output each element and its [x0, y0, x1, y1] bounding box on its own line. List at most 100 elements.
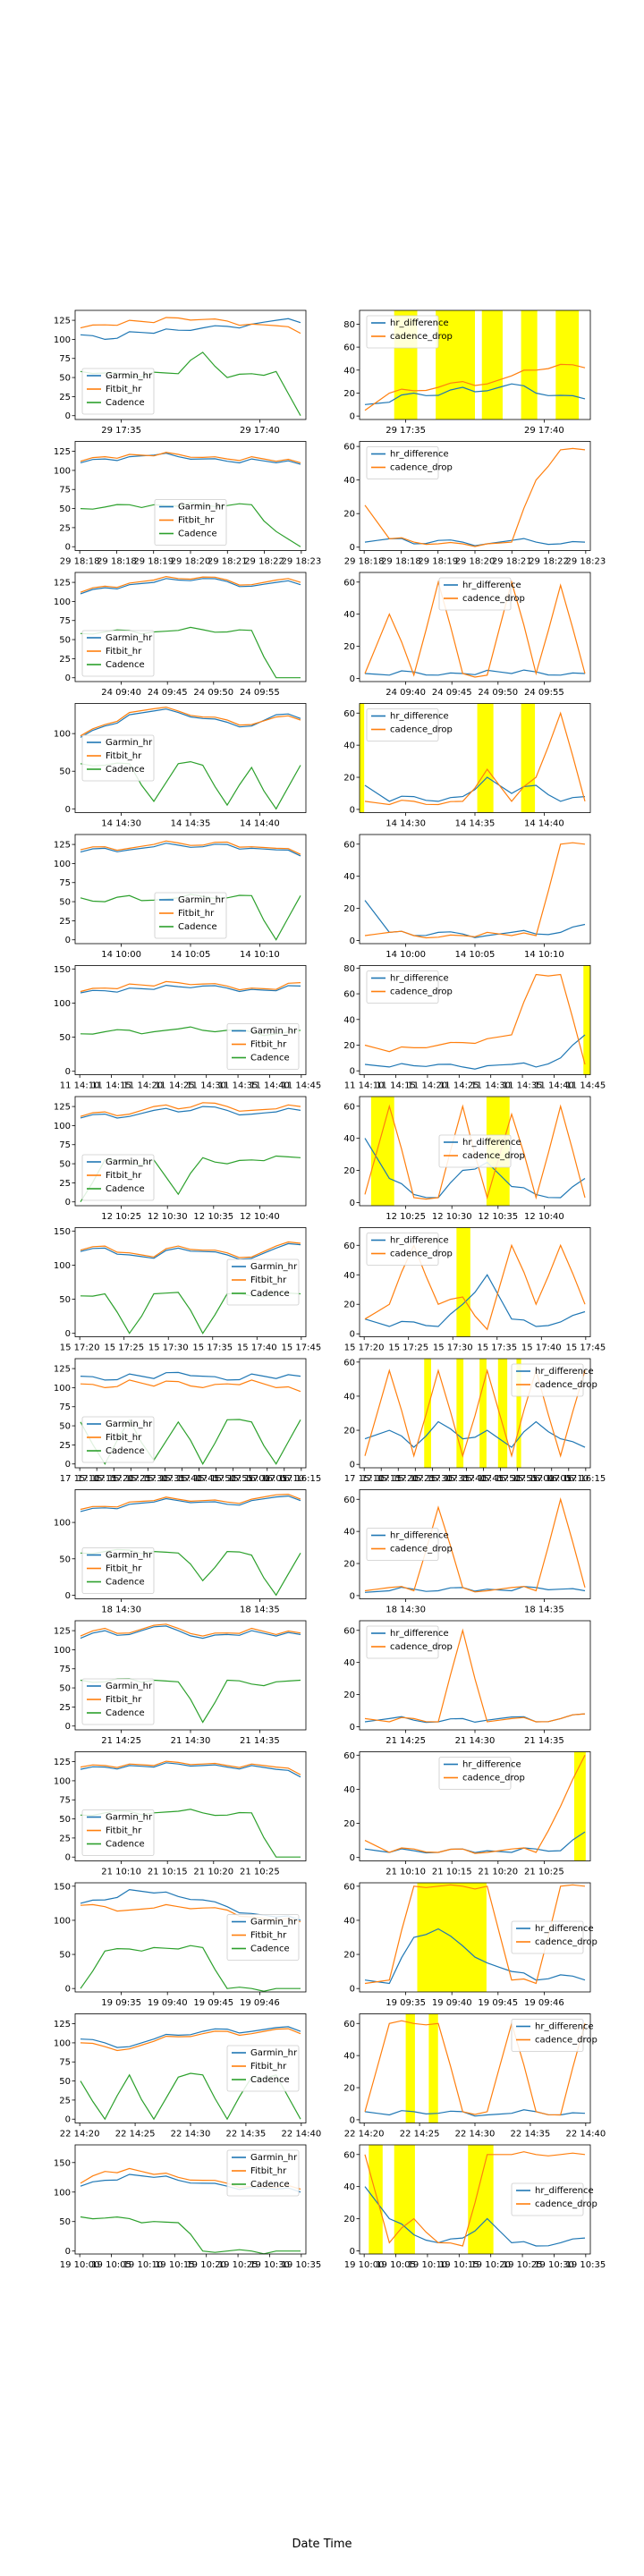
fitbit-hr-line [80, 1760, 301, 1775]
right-panel-10: 0 20 40 60 18 14:30 18 14:35 hr_differencecade… [343, 1489, 591, 1615]
x-tick-label: 29 18:20 [171, 557, 211, 567]
y-tick-label: 25 [59, 1834, 71, 1843]
legend-label: Garmin_hr [250, 2048, 298, 2058]
x-tick-label: 17 15:45 [179, 1474, 219, 1484]
x-tick-label: 19 09:40 [432, 1998, 472, 2008]
left-panel-3: 0 25 50 75 100 125 24 09:40 24 09:45 24 09:50 24 … [54, 572, 307, 698]
legend-label: Fitbit_hr [106, 1433, 142, 1443]
legend-label: Fitbit_hr [250, 2166, 287, 2176]
x-tick-label: 11 14:25 [155, 1081, 195, 1091]
y-tick-label: 60 [343, 1241, 355, 1251]
x-tick-label: 19 10:35 [281, 2260, 321, 2270]
x-tick-label: 17 15:10 [344, 1474, 385, 1484]
left-panel-12: 0 25 50 75 100 125 21 10:10 21 10:15 21 10:20 21 … [54, 1751, 307, 1877]
right-legend: hr_difference cadence_drop [366, 315, 453, 349]
x-tick-label: 19 10:10 [408, 2260, 448, 2270]
y-tick-label: 150 [54, 965, 71, 975]
y-tick-label: 60 [343, 1882, 355, 1892]
y-tick-label: 0 [350, 412, 355, 422]
x-tick-label: 24 09:40 [386, 688, 426, 698]
x-tick-label: 11 14:25 [439, 1081, 479, 1091]
legend-box [366, 708, 439, 741]
y-tick-label: 80 [343, 320, 355, 330]
y-tick-label: 80 [343, 964, 355, 974]
y-tick-label: 0 [65, 1460, 71, 1470]
legend-box [366, 1625, 439, 1659]
legend-label: Cadence [250, 1054, 290, 1063]
y-tick-label: 60 [343, 840, 355, 850]
x-tick-label: 17 15:10 [60, 1474, 100, 1484]
left-panel-1: 0 25 50 75 100 125 29 17:35 29 17:40 Garmin_hr Fi… [54, 309, 307, 436]
x-tick-label: 19 10:25 [218, 2260, 258, 2270]
y-tick-label: 40 [343, 1528, 355, 1538]
x-tick-label: 29 18:18 [381, 557, 421, 567]
y-tick-label: 20 [343, 1041, 355, 1051]
x-tick-label: 14 10:05 [455, 950, 496, 960]
x-tick-label: 17 16:05 [247, 1474, 287, 1484]
y-tick-label: 0 [65, 543, 71, 553]
y-tick-label: 100 [54, 999, 71, 1009]
x-tick-label: 11 14:30 [186, 1081, 226, 1091]
cadence-drop-line [364, 2020, 586, 2116]
x-tick-label: 12 10:30 [432, 1212, 472, 1222]
y-tick-label: 125 [54, 579, 71, 589]
x-tick-label: 11 14:15 [376, 1081, 416, 1091]
x-tick-label: 19 10:35 [565, 2260, 606, 2270]
y-tick-label: 60 [343, 2150, 355, 2160]
y-tick-label: 0 [350, 1985, 355, 1995]
cadence-drop-line [364, 1368, 586, 1458]
right-panel-12: 0 20 40 60 21 10:10 21 10:15 21 10:20 21 10:25 h… [343, 1751, 591, 1877]
legend-label: Fitbit_hr [250, 1275, 287, 1285]
legend-label: hr_difference [535, 1924, 594, 1934]
y-tick-label: 0 [65, 1198, 71, 1208]
x-tick-label: 17 16:10 [264, 1474, 304, 1484]
x-tick-label: 22 14:35 [511, 2130, 551, 2140]
y-tick-label: 0 [350, 936, 355, 946]
y-tick-label: 20 [343, 904, 355, 914]
right-axes-frame [359, 1882, 591, 1993]
legend-label: Cadence [250, 1289, 290, 1299]
y-tick-label: 25 [59, 1441, 71, 1451]
legend-label: cadence_drop [390, 987, 453, 997]
figure-xlabel: Date Time [292, 2538, 352, 2551]
y-tick-label: 20 [343, 2084, 355, 2094]
y-tick-label: 150 [54, 2158, 71, 2168]
hr-difference-line [364, 2186, 586, 2247]
x-tick-label: 21 14:35 [524, 1736, 564, 1746]
right-highlight-band [394, 2145, 415, 2254]
right-highlight-band [456, 1359, 464, 1468]
y-tick-label: 40 [343, 1134, 355, 1144]
garmin-hr-line [80, 1106, 301, 1119]
x-tick-label: 17 16:15 [565, 1474, 606, 1484]
y-tick-label: 20 [343, 1560, 355, 1570]
legend-label: Cadence [106, 398, 145, 408]
right-legend: hr_difference cadence_drop [511, 1363, 597, 1397]
x-tick-label: 17 15:15 [361, 1474, 402, 1484]
x-tick-label: 11 14:10 [60, 1081, 100, 1091]
legend-label: Fitbit_hr [106, 385, 142, 394]
x-tick-label: 24 09:50 [478, 688, 518, 698]
garmin-hr-line [80, 1625, 301, 1640]
x-tick-label: 15 17:30 [433, 1343, 473, 1353]
y-tick-label: 100 [54, 730, 71, 740]
y-tick-label: 25 [59, 655, 71, 665]
legend-label: Cadence [106, 1578, 145, 1588]
x-tick-label: 11 14:45 [565, 1081, 606, 1091]
legend-label: cadence_drop [535, 1937, 597, 1947]
x-tick-label: 18 14:35 [240, 1606, 280, 1615]
y-tick-label: 60 [343, 1496, 355, 1505]
left-panel-13: 0 50 100 150 19 09:35 19 09:40 19 09:45 19 09:4… [54, 1882, 307, 2008]
y-tick-label: 25 [59, 917, 71, 927]
y-tick-label: 25 [59, 523, 71, 533]
right-panel-11: 0 20 40 60 21 14:25 21 14:30 21 14:35 hr_differ… [343, 1620, 591, 1746]
left-legend: Garmin_hr Fitbit_hr Cadence [81, 368, 155, 415]
x-tick-label: 24 09:45 [148, 688, 188, 698]
hr-difference-line [364, 669, 586, 676]
left-legend: Garmin_hr Fitbit_hr Cadence [81, 1416, 155, 1463]
right-highlight-band [521, 703, 536, 813]
y-tick-label: 150 [54, 1227, 71, 1237]
y-tick-label: 100 [54, 1384, 71, 1394]
x-tick-label: 29 17:35 [386, 426, 426, 436]
x-tick-label: 14 10:10 [524, 950, 564, 960]
y-tick-label: 100 [54, 1646, 71, 1656]
